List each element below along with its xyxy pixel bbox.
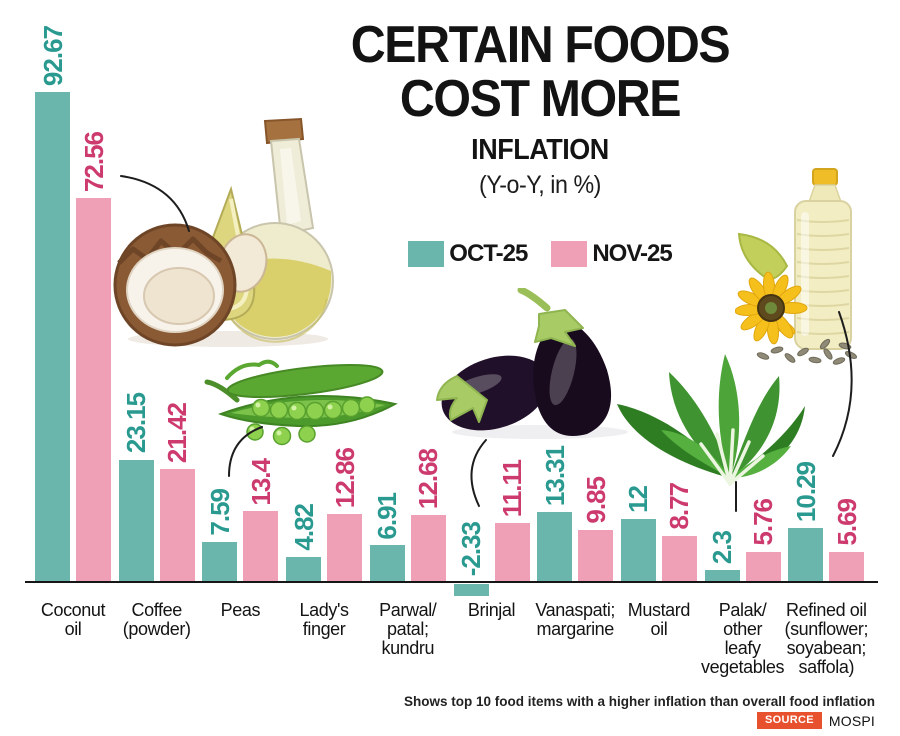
brinjal-photo <box>436 288 628 439</box>
source-value: MOSPI <box>828 712 875 729</box>
coconut-oil-photo <box>113 117 334 347</box>
source-row: SOURCE MOSPI <box>757 712 875 729</box>
chart-unit: (Y-o-Y, in %) <box>479 171 601 199</box>
legend-swatch-nov <box>551 241 588 267</box>
legend: OCT-25 NOV-25 <box>180 240 900 268</box>
value-nov-peas: 13.4 <box>245 458 276 506</box>
legend-item-nov: NOV-25 <box>551 240 673 268</box>
category-label-refined-oil-sunflower-soyabean-saffola: Refined oil (sunflower; soyabean; saffol… <box>784 600 869 677</box>
bar-nov-vanaspati-margarine <box>578 529 614 582</box>
arc-peas <box>228 426 263 477</box>
category-label-palak-other-leafy-vegetables: Palak/ other leafy vegetables <box>701 600 785 677</box>
value-oct-mustard-oil: 12 <box>623 485 654 513</box>
category-label-parwal-patal-kundru: Parwal/ patal; kundru <box>379 600 437 658</box>
bar-oct-palak-other-leafy-vegetables <box>704 569 740 582</box>
legend-swatch-oct <box>408 241 445 267</box>
legend-label-nov: NOV-25 <box>592 240 672 267</box>
bar-oct-mustard-oil <box>620 518 656 582</box>
category-label-lady-s-finger: Lady's finger <box>299 600 349 639</box>
value-oct-refined-oil-sunflower-soyabean-saffola: 10.29 <box>790 461 821 522</box>
bar-nov-brinjal <box>494 523 530 582</box>
value-nov-refined-oil-sunflower-soyabean-saffola: 5.69 <box>831 499 862 546</box>
arc-coconut <box>120 175 190 232</box>
bar-nov-lady-s-finger <box>327 513 363 582</box>
value-oct-parwal-patal-kundru: 6.91 <box>372 492 403 540</box>
arc-refined-oil <box>832 311 853 457</box>
bar-oct-parwal-patal-kundru <box>369 545 405 582</box>
bar-nov-peas <box>243 511 279 582</box>
bar-nov-coconut-oil <box>76 198 111 582</box>
x-axis-line <box>25 581 878 583</box>
bar-nov-coffee-powder <box>159 468 195 582</box>
category-label-brinjal: Brinjal <box>467 600 516 620</box>
value-nov-lady-s-finger: 12.86 <box>329 447 360 508</box>
value-nov-mustard-oil: 8.77 <box>664 483 695 530</box>
category-label-peas: Peas <box>220 600 261 620</box>
category-label-coffee-powder: Coffee (powder) <box>122 600 191 639</box>
refined-oil-photo <box>735 168 858 365</box>
bar-oct-vanaspati-margarine <box>537 511 573 582</box>
chart-subtitle: INFLATION <box>471 134 609 166</box>
bar-oct-peas <box>202 541 238 582</box>
value-oct-coffee-powder: 23.15 <box>121 393 152 454</box>
footnote: Shows top 10 food items with a higher in… <box>403 694 875 709</box>
palak-photo <box>617 354 805 486</box>
value-nov-coconut-oil: 72.56 <box>78 132 109 193</box>
category-label-coconut-oil: Coconut oil <box>40 600 106 639</box>
value-oct-brinjal: -2.33 <box>456 521 486 576</box>
page-title-line2: COST MORE <box>399 70 682 128</box>
value-nov-vanaspati-margarine: 9.85 <box>580 477 611 524</box>
legend-item-oct: OCT-25 <box>408 240 528 268</box>
value-nov-parwal-patal-kundru: 12.68 <box>413 448 444 509</box>
value-nov-coffee-powder: 21.42 <box>162 402 193 463</box>
page-title-line1: CERTAIN FOODS <box>350 16 731 74</box>
bar-nov-parwal-patal-kundru <box>410 514 446 582</box>
bar-oct-brinjal <box>453 584 489 597</box>
peas-photo <box>204 359 398 446</box>
value-oct-palak-other-leafy-vegetables: 2.3 <box>707 530 738 564</box>
legend-label-oct: OCT-25 <box>449 240 528 267</box>
bar-oct-lady-s-finger <box>286 556 322 582</box>
value-nov-brinjal: 11.11 <box>497 460 527 518</box>
category-label-vanaspati-margarine: Vanaspati; margarine <box>535 600 616 639</box>
bar-nov-mustard-oil <box>661 535 697 582</box>
value-oct-coconut-oil: 92.67 <box>37 25 68 86</box>
bar-oct-coconut-oil <box>35 91 70 582</box>
source-badge: SOURCE <box>757 712 822 729</box>
value-oct-lady-s-finger: 4.82 <box>288 503 319 551</box>
value-oct-peas: 7.59 <box>204 489 235 536</box>
bar-oct-refined-oil-sunflower-soyabean-saffola <box>788 527 824 582</box>
title-block: CERTAIN FOODS COST MORE INFLATION (Y-o-Y… <box>205 18 875 200</box>
value-oct-vanaspati-margarine: 13.31 <box>539 445 570 506</box>
category-label-mustard-oil: Mustard oil <box>627 600 691 639</box>
bar-nov-refined-oil-sunflower-soyabean-saffola <box>829 551 865 582</box>
value-nov-palak-other-leafy-vegetables: 5.76 <box>748 498 779 546</box>
arc-brinjal <box>470 439 487 507</box>
bar-nov-palak-other-leafy-vegetables <box>745 551 781 582</box>
bar-oct-coffee-powder <box>118 459 154 582</box>
